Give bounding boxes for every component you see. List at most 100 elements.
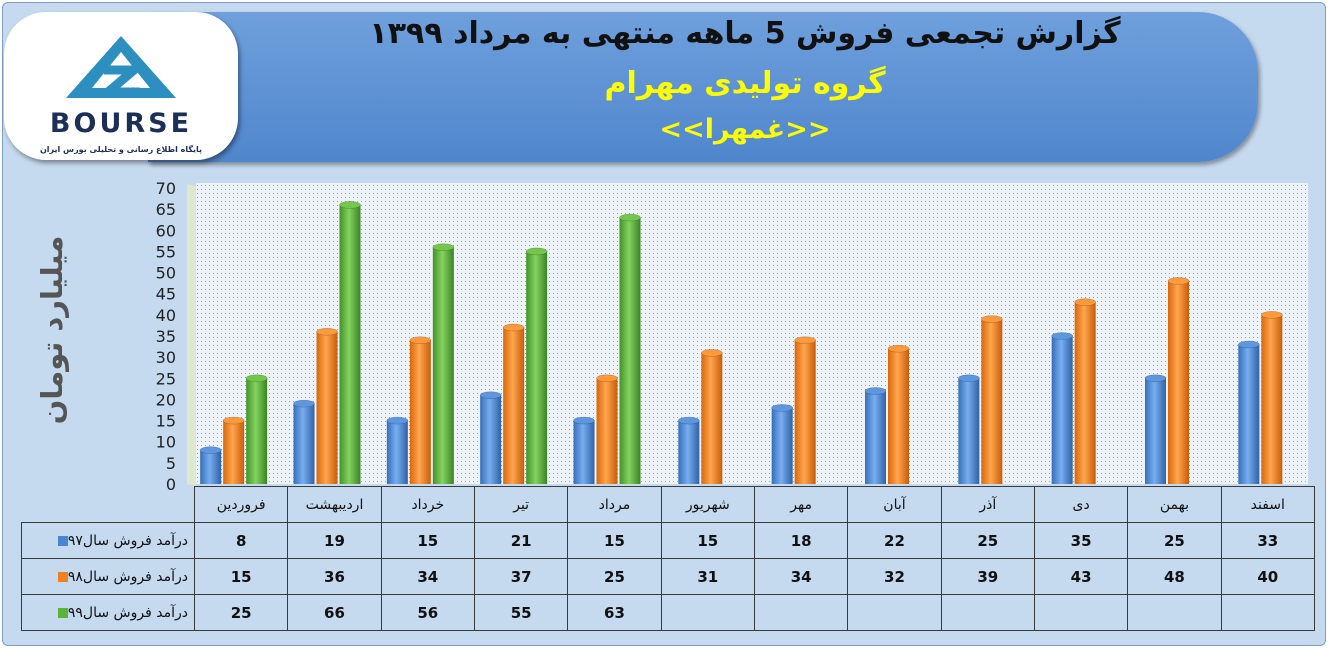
table-row: درآمد فروش سال۹۷ 8 19 15 21 15 15 18 22 25 35 25 33 bbox=[21, 522, 1315, 559]
y-tick-label: 60 bbox=[156, 221, 176, 240]
bar bbox=[1074, 302, 1096, 484]
bar-cap bbox=[525, 247, 548, 256]
bar bbox=[1051, 336, 1073, 484]
bar-cap bbox=[199, 446, 222, 454]
table-value-cell: 18 bbox=[753, 522, 849, 559]
bar-cap bbox=[479, 391, 502, 400]
bar bbox=[316, 331, 338, 484]
bar bbox=[223, 420, 245, 484]
table-value-cell: 25 bbox=[567, 558, 662, 595]
table-value-cell: 15 bbox=[567, 522, 662, 559]
y-tick-label: 70 bbox=[156, 179, 176, 198]
bar-cap bbox=[1144, 374, 1167, 383]
legend-cell: درآمد فروش سال۹۹ bbox=[21, 594, 195, 631]
bar bbox=[1261, 314, 1283, 484]
bar bbox=[246, 378, 268, 484]
legend-label: درآمد فروش سال۹۸ bbox=[67, 568, 188, 585]
table-value-cell: 15 bbox=[193, 558, 289, 595]
bar bbox=[678, 420, 700, 484]
table-category-cell: اسفند bbox=[1220, 486, 1315, 523]
bar bbox=[526, 251, 548, 484]
y-tick-label: 30 bbox=[156, 348, 176, 367]
table-value-cell: 34 bbox=[380, 558, 475, 595]
bar-cap bbox=[222, 416, 245, 425]
table-value-cell: 48 bbox=[1127, 558, 1222, 595]
y-tick-label: 20 bbox=[156, 390, 176, 409]
table-value-cell: 22 bbox=[847, 522, 942, 559]
table-value-cell: 66 bbox=[287, 594, 382, 631]
table-row: درآمد فروش سال۹۸ 15 36 34 37 25 31 34 32 39 43 48 40 bbox=[21, 558, 1315, 595]
bar-cap bbox=[701, 349, 723, 357]
table-value-cell: 31 bbox=[660, 558, 755, 595]
plot-background bbox=[196, 183, 1308, 484]
table-value-cell: 19 bbox=[287, 522, 382, 559]
table-value-cell bbox=[1033, 594, 1129, 631]
bar bbox=[293, 403, 315, 484]
bar bbox=[701, 352, 723, 484]
bar bbox=[480, 395, 502, 484]
title-banner bbox=[148, 12, 1258, 162]
y-tick-label: 40 bbox=[156, 306, 176, 325]
bar bbox=[619, 217, 641, 484]
table-category-cell: فروردین bbox=[193, 486, 289, 523]
ticker-symbol: <<غمهرا>> bbox=[659, 114, 831, 145]
bar-cap bbox=[1261, 311, 1283, 319]
y-tick-label: 15 bbox=[156, 412, 176, 431]
table-value-cell: 55 bbox=[473, 594, 569, 631]
legend-swatch bbox=[57, 571, 68, 582]
table-value-cell: 63 bbox=[567, 594, 662, 631]
legend-swatch bbox=[57, 607, 68, 618]
table-category-cell: آذر bbox=[940, 486, 1035, 523]
bar-cap bbox=[293, 399, 315, 408]
table-value-cell: 40 bbox=[1220, 558, 1315, 595]
bar-cap bbox=[1074, 298, 1096, 306]
bar-cap bbox=[619, 213, 641, 222]
bar-cap bbox=[958, 374, 980, 383]
y-tick-label: 0 bbox=[166, 475, 176, 494]
table-value-cell bbox=[1127, 594, 1222, 631]
bar bbox=[771, 407, 793, 484]
bar bbox=[888, 348, 909, 484]
table-value-cell bbox=[660, 594, 755, 631]
table-category-cell: تیر bbox=[473, 486, 569, 523]
table-value-cell: 35 bbox=[1033, 522, 1129, 559]
table-value-cell: 37 bbox=[473, 558, 569, 595]
bar-cap bbox=[432, 243, 455, 251]
bar bbox=[503, 327, 525, 484]
bar-cap bbox=[409, 336, 432, 345]
bar bbox=[1168, 281, 1189, 484]
legend-cell: درآمد فروش سال۹۸ bbox=[21, 558, 195, 595]
bar-cap bbox=[316, 327, 338, 336]
table-category-cell: بهمن bbox=[1127, 486, 1222, 523]
chart-title: گزارش تجمعی فروش 5 ماهه منتهی به مرداد ۱… bbox=[369, 16, 1121, 51]
y-tick-label: 10 bbox=[156, 433, 176, 452]
y-tick-label: 65 bbox=[156, 200, 176, 219]
bar bbox=[409, 340, 431, 484]
table-header-row: فروردین اردیبهشت خرداد تیر مرداد شهریور مهر آبا… bbox=[22, 486, 1315, 523]
bar-cap bbox=[386, 416, 409, 425]
bar-cap bbox=[573, 416, 595, 425]
table-category-cell: دی bbox=[1033, 486, 1129, 523]
bourse-logo: BOURSE پایگاه اطلاع رسانی و تحلیلی بورس … bbox=[4, 12, 238, 160]
table-value-cell: 33 bbox=[1220, 522, 1315, 559]
table-row: درآمد فروش سال۹۹ 25 66 56 55 63 bbox=[21, 594, 1315, 631]
bar bbox=[865, 390, 886, 484]
bar-cap bbox=[887, 344, 910, 353]
bar bbox=[573, 420, 595, 484]
bar-cap bbox=[502, 323, 525, 332]
bar bbox=[432, 247, 454, 484]
table-category-cell: شهریور bbox=[660, 486, 755, 523]
table-value-cell: 15 bbox=[660, 522, 755, 559]
legend-swatch bbox=[57, 535, 68, 546]
bar-cap bbox=[1051, 332, 1073, 340]
table-category-cell: اردیبهشت bbox=[287, 486, 382, 523]
company-name: گروه تولیدی مهرام bbox=[604, 66, 886, 101]
bar-cap bbox=[596, 374, 618, 383]
table-value-cell: 25 bbox=[1127, 522, 1222, 559]
y-tick-label: 5 bbox=[166, 454, 176, 473]
table-value-cell: 32 bbox=[847, 558, 942, 595]
bar-cap bbox=[864, 387, 887, 395]
bar-cap bbox=[794, 336, 816, 345]
logo-tagline: پایگاه اطلاع رسانی و تحلیلی بورس ایران bbox=[40, 144, 202, 155]
